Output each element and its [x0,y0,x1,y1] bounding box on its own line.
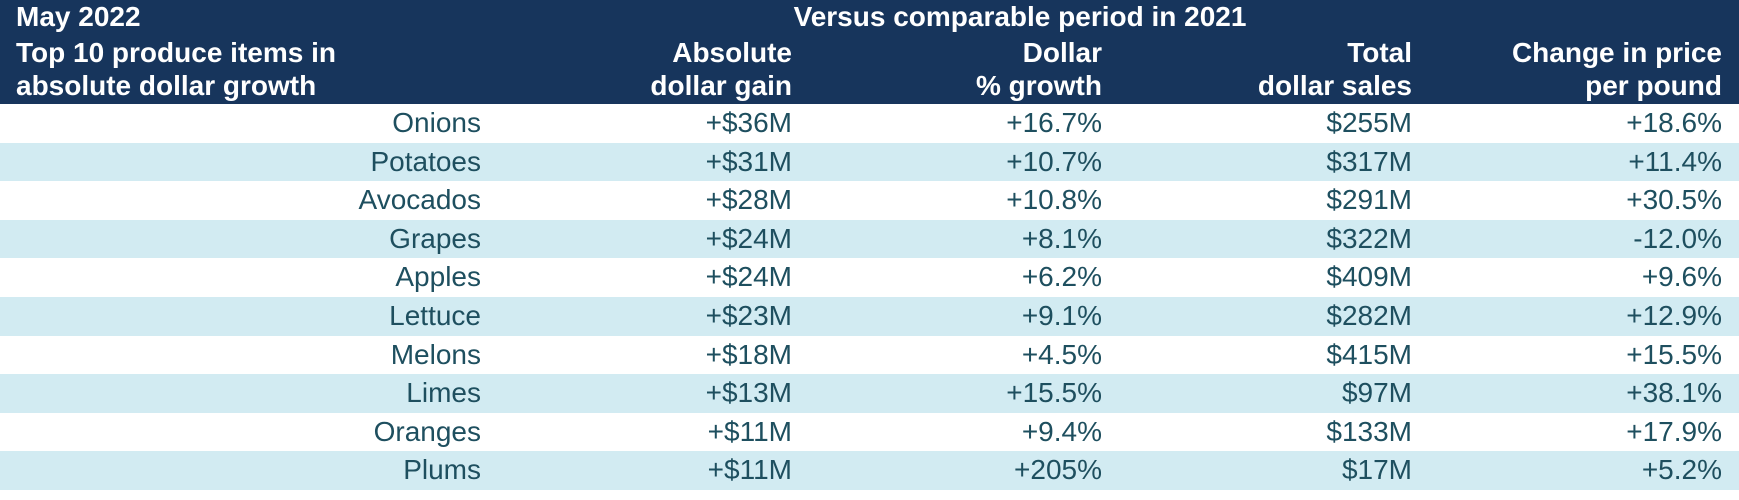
abs-gain-value: +$31M [705,145,792,177]
price-change-value: +15.5% [1626,338,1722,370]
abs-gain-value: +$23M [705,299,792,331]
item-name: Potatoes [370,145,481,177]
abs-gain-value: +$24M [705,261,792,293]
table-row: Avocados +$28M +10.8% $291M +30.5% [0,181,1739,220]
dollar-growth-value: +16.7% [1006,107,1102,138]
price-change-value: +9.6% [1641,261,1722,293]
period-label: May 2022 [16,1,141,32]
table-row: Onions +$36M +16.7% $255M +18.6% [0,104,1739,143]
total-sales-value: $322M [1326,222,1412,254]
price-change-value: +18.6% [1626,107,1722,138]
item-name: Lettuce [389,299,481,331]
price-change-value: +12.9% [1626,299,1722,331]
table-row: Lettuce +$23M +9.1% $282M +12.9% [0,296,1739,336]
dollar-growth-value: +15.5% [1006,377,1102,409]
dollar-growth-value: +9.4% [1021,415,1102,447]
dollar-growth-value: +10.7% [1006,145,1102,177]
price-change-value: +17.9% [1626,415,1722,447]
total-sales-value: $255M [1326,107,1412,138]
col-header-abs-gain-line2: dollar gain [650,70,792,101]
dollar-growth-value: +8.1% [1021,222,1102,254]
dollar-growth-value: +4.5% [1021,338,1102,370]
dollar-growth-value: +6.2% [1021,261,1102,293]
item-name: Melons [390,338,481,370]
col-header-total-sales-line1: Total [1347,37,1412,68]
col-header-abs-gain-line1: Absolute [672,37,792,68]
item-name: Plums [403,454,481,486]
abs-gain-value: +$11M [707,415,792,447]
dollar-growth-value: +10.8% [1006,184,1102,216]
item-name: Oranges [373,415,481,447]
col-header-dollar-growth-line2: % growth [976,70,1102,101]
col-header-price-change-line2: per pound [1585,70,1722,101]
dollar-growth-value: +9.1% [1021,299,1102,331]
col-header-dollar-growth-line1: Dollar [1022,37,1102,68]
total-sales-value: $97M [1341,377,1412,409]
item-name: Avocados [358,184,481,216]
dollar-growth-value: +205% [1014,454,1102,486]
table-header: May 2022 Versus comparable period in 202… [0,0,1739,104]
abs-gain-value: +$18M [705,338,792,370]
col-header-total-sales-line2: dollar sales [1257,70,1412,101]
abs-gain-value: +$28M [705,184,792,216]
price-change-value: +11.4% [1628,145,1722,177]
table-body: Onions +$36M +16.7% $255M +18.6% Potatoe… [0,104,1739,490]
price-change-value: -12.0% [1633,222,1722,254]
abs-gain-value: +$11M [707,454,792,486]
comparison-label: Versus comparable period in 2021 [793,1,1247,32]
abs-gain-value: +$13M [705,377,792,409]
table-row: Oranges +$11M +9.4% $133M +17.9% [0,413,1739,452]
item-name: Onions [392,107,481,138]
total-sales-value: $415M [1326,338,1412,370]
table-row: Grapes +$24M +8.1% $322M -12.0% [0,219,1739,259]
item-name: Apples [395,261,481,293]
total-sales-value: $317M [1326,145,1412,177]
col-header-price-change-line1: Change in price [1511,37,1722,68]
total-sales-value: $291M [1326,184,1412,216]
table-row: Plums +$11M +205% $17M +5.2% [0,451,1739,490]
table-row: Melons +$18M +4.5% $415M +15.5% [0,336,1739,375]
item-name: Limes [406,377,481,409]
table-row: Apples +$24M +6.2% $409M +9.6% [0,258,1739,297]
table-row: Potatoes +$31M +10.7% $317M +11.4% [0,142,1739,182]
total-sales-value: $282M [1326,299,1412,331]
price-change-value: +38.1% [1626,377,1722,409]
price-change-value: +5.2% [1641,454,1722,486]
item-name: Grapes [389,222,481,254]
abs-gain-value: +$36M [705,107,792,138]
abs-gain-value: +$24M [705,222,792,254]
table-title-line2: absolute dollar growth [16,70,317,101]
table-title-line1: Top 10 produce items in [16,37,336,68]
price-change-value: +30.5% [1626,184,1722,216]
table-row: Limes +$13M +15.5% $97M +38.1% [0,374,1739,413]
total-sales-value: $17M [1341,454,1412,486]
total-sales-value: $133M [1326,415,1412,447]
total-sales-value: $409M [1326,261,1412,293]
